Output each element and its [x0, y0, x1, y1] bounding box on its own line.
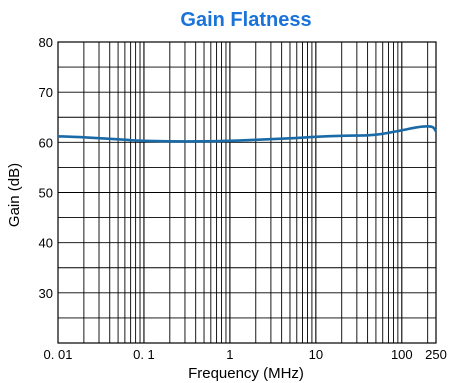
- y-tick-label: 80: [39, 35, 53, 50]
- x-axis-label: Frequency (MHz): [188, 365, 304, 382]
- gain-series-line: [57, 124, 438, 143]
- series: [57, 124, 438, 143]
- y-tick-label: 70: [39, 85, 53, 100]
- y-tick-label: 60: [39, 135, 53, 150]
- y-tick-label: 50: [39, 186, 53, 201]
- y-tick-label: 40: [39, 236, 53, 251]
- x-tick-label: 100: [391, 347, 413, 362]
- tick-labels: 0. 01 0. 1 1 10 100 250 30 40 50 60 70 80: [39, 35, 447, 362]
- x-tick-label: 1: [226, 347, 233, 362]
- y-tick-label: 30: [39, 286, 53, 301]
- chart-title: Gain Flatness: [180, 9, 311, 31]
- y-axis-label: Gain (dB): [6, 163, 23, 227]
- x-tick-label: 0. 01: [44, 347, 73, 362]
- plot-frame: [57, 41, 437, 344]
- x-tick-label: 10: [309, 347, 323, 362]
- x-tick-label: 250: [425, 347, 447, 362]
- x-tick-label: 0. 1: [133, 347, 155, 362]
- grid: [58, 42, 436, 343]
